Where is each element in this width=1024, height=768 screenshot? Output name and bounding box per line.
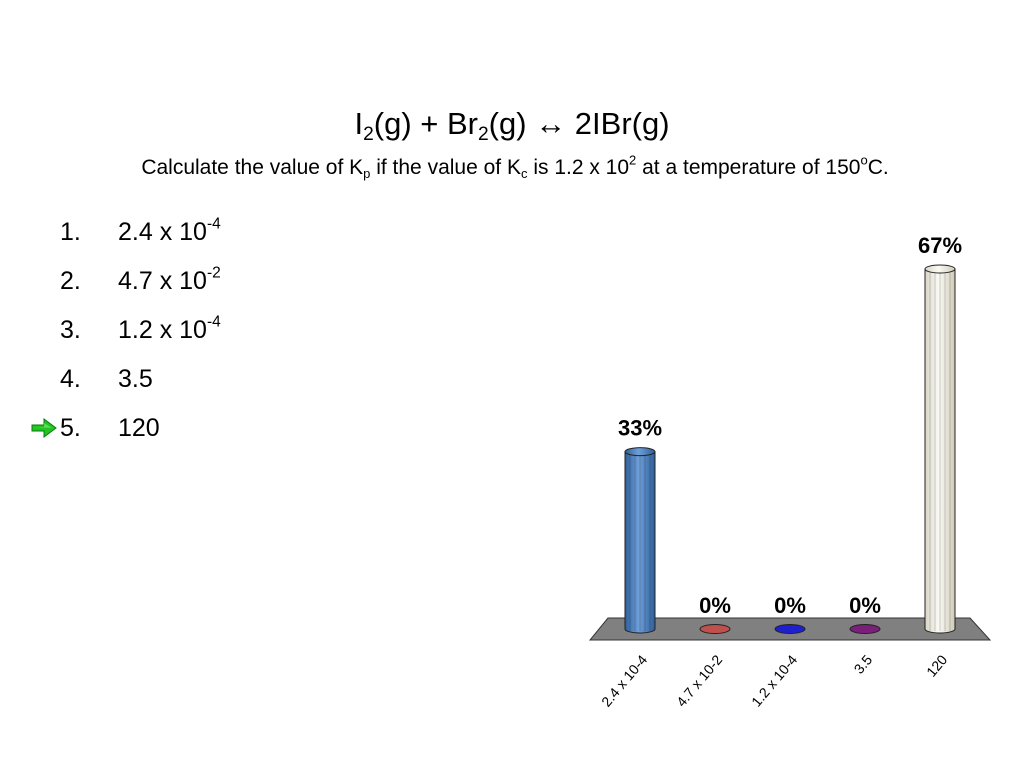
bar-value-label: 67%: [918, 233, 962, 258]
question-subscript: c: [520, 165, 528, 181]
bar-4: [849, 624, 881, 634]
bar-2: [699, 624, 731, 634]
title-text: (g) + Br: [373, 106, 478, 141]
answer-exponent: -2: [206, 264, 221, 282]
bar-value-label: 0%: [774, 593, 806, 618]
answer-item-5[interactable]: 5. 120: [31, 410, 221, 459]
answer-value: 3.5: [118, 365, 153, 393]
category-label: 120: [923, 651, 950, 679]
answer-item-2[interactable]: 2. 4.7 x 10-2: [60, 263, 221, 312]
bar-1: [624, 451, 656, 634]
question-segment: Calculate the value of K: [141, 156, 364, 179]
question-segment: if the value of K: [370, 156, 521, 179]
bar-value-label: 33%: [618, 416, 662, 441]
answer-item-3[interactable]: 3. 1.2 x 10-4: [60, 312, 221, 361]
question-superscript: 2: [629, 152, 637, 168]
question-superscript: o: [860, 152, 868, 168]
answer-number: 4.: [60, 365, 81, 393]
question-subscript: p: [363, 165, 371, 181]
title-subscript: 2: [363, 123, 374, 145]
question-segment: is 1.2 x 10: [527, 156, 630, 179]
bar-value-label: 0%: [849, 593, 881, 618]
bar-3: [774, 624, 806, 634]
answer-exponent: -4: [206, 215, 221, 233]
question-segment: C.: [867, 156, 889, 179]
response-bar-chart: 33% 0% 0% 0% 67% 2.4 x 10-4 4.7 x 10-2 1.2 x 1…: [588, 233, 992, 710]
answer-number: 2.: [60, 267, 81, 295]
bar-cap-1: [624, 447, 656, 457]
category-label: 3.5: [851, 651, 876, 676]
green-arrow-icon: [31, 418, 57, 438]
title-text: I: [354, 106, 364, 141]
question-segment: at a temperature of 150: [636, 156, 861, 179]
answer-value: 1.2 x 10: [118, 316, 207, 344]
category-label: 2.4 x 10-4: [598, 651, 650, 709]
title-subscript: 2: [477, 123, 489, 145]
answer-item-1[interactable]: 1. 2.4 x 10-4: [60, 214, 221, 263]
answer-exponent: -4: [206, 313, 221, 331]
bar-value-label: 0%: [699, 593, 731, 618]
answer-number: 3.: [60, 316, 81, 344]
answer-value: 4.7 x 10: [118, 267, 207, 295]
answer-value: 120: [118, 414, 160, 442]
answer-number: 1.: [60, 218, 81, 246]
answer-list: 1. 2.4 x 10-4 2. 4.7 x 10-2 3. 1.2 x 10-4 4…: [31, 214, 221, 459]
category-label: 4.7 x 10-2: [673, 651, 725, 709]
bar-5: [924, 268, 956, 634]
bar-cap-5: [924, 264, 956, 274]
category-label: 1.2 x 10-4: [748, 651, 800, 709]
answer-number: 5.: [60, 414, 81, 442]
answer-value: 2.4 x 10: [118, 218, 207, 246]
title-text: (g) ↔ 2IBr(g): [488, 106, 670, 141]
slide-title: I2(g) + Br2(g) ↔ 2IBr(g): [0, 104, 1024, 144]
answer-item-4[interactable]: 4. 3.5: [60, 361, 221, 410]
question-text: Calculate the value of Kp if the value o…: [80, 152, 950, 183]
